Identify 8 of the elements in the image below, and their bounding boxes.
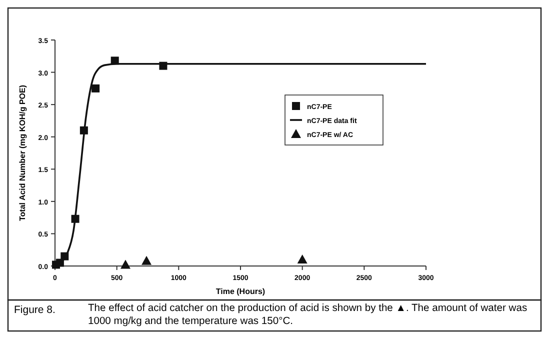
point [142, 256, 152, 265]
y-axis-title: Total Acid Number (mg KOH/g POE) [18, 84, 27, 222]
point [92, 84, 100, 92]
x-axis-title: Time (Hours) [216, 287, 266, 296]
point [297, 254, 308, 264]
text: The effect of acid catcher on the production of acid is shown by the ▲. The amount of water was 1000 mg/kg and the temperature was 150°C. [88, 302, 528, 328]
point [120, 260, 130, 269]
caption: Figure 8. [14, 304, 56, 316]
